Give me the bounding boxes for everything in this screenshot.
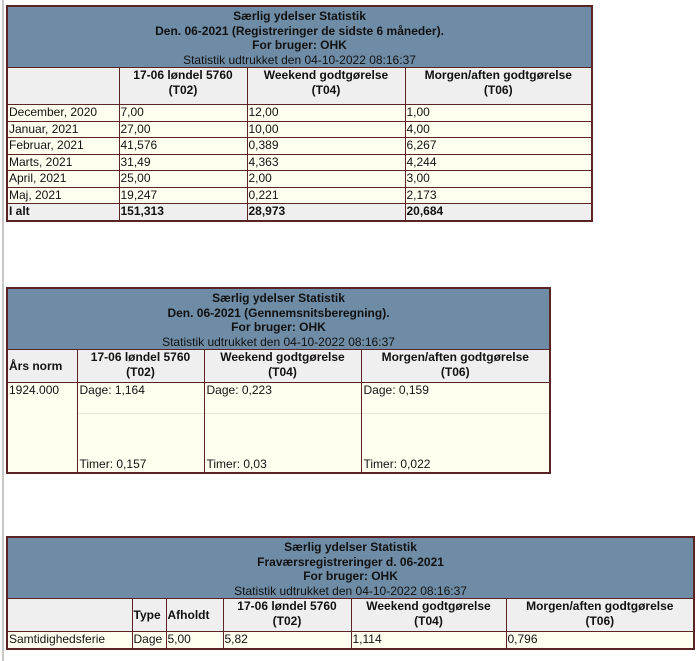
table-title: Særlig ydelser Statistik [233, 9, 366, 23]
table-row: April, 2021 25,00 2,00 3,00 [6, 170, 593, 188]
row-value: 19,247 [118, 186, 248, 204]
table-row: Februar, 2021 41,576 0,389 6,267 [6, 137, 593, 155]
row-label: Januar, 2021 [6, 120, 120, 138]
total-row: I alt 151,313 28,973 20,684 [6, 203, 593, 221]
row-label: April, 2021 [6, 170, 120, 188]
row-value: 27,00 [118, 120, 248, 138]
table-subtitle: Den. 06-2021 (Registreringer de sidste 6… [155, 23, 444, 38]
row-value: 1,00 [404, 104, 593, 122]
column-header-afholdt: Afholdt [165, 598, 224, 632]
table-row: Marts, 2021 31,49 4,363 4,244 [6, 153, 593, 171]
table-row: Maj, 2021 19,247 0,221 2,173 [6, 186, 593, 204]
table-row: 1924.000 Dage: 1,164 Timer: 0,157 Dage: 0… [6, 382, 551, 474]
average-cell-t04: Dage: 0,223 Timer: 0,03 [203, 382, 362, 474]
table-extracted: Statistik udtrukket den 04-10-2022 08:16… [183, 52, 416, 67]
row-value: 2,173 [404, 186, 593, 204]
table-row: Samtidighedsferie Dage 5,00 5,82 1,114 0… [6, 631, 695, 649]
column-header-t02: 17-06 løndel 5760 (T02) [118, 67, 248, 105]
row-value: 0,389 [246, 137, 406, 155]
monthly-statistics-table: Særlig ydelser Statistik Den. 06-2021 (R… [6, 5, 594, 222]
column-header-t04: Weekend godtgørelse (T04) [246, 67, 406, 105]
column-header-ars-norm: Års norm [6, 349, 78, 383]
table-title: Særlig ydelser Statistik [212, 291, 345, 305]
average-statistics-table: Særlig ydelser Statistik Den. 06-2021 (G… [6, 287, 552, 474]
row-value: 31,49 [118, 153, 248, 171]
table-subtitle: Den. 06-2021 (Gennemsnitsberegning). [167, 305, 390, 320]
row-label: Maj, 2021 [6, 186, 120, 204]
column-header-t06: Morgen/aften godtgørelse (T06) [360, 349, 551, 383]
row-value: 10,00 [246, 120, 406, 138]
column-header-t04: Weekend godtgørelse (T04) [203, 349, 362, 383]
column-header-t02: 17-06 løndel 5760 (T02) [222, 598, 352, 632]
row-label: Februar, 2021 [6, 137, 120, 155]
table-user: For bruger: OHK [303, 569, 398, 583]
row-value: 7,00 [118, 104, 248, 122]
page-left-border [2, 0, 4, 661]
row-value: 0,221 [246, 186, 406, 204]
table-title-block: Særlig ydelser Statistik Den. 06-2021 (G… [6, 287, 551, 350]
row-value: 25,00 [118, 170, 248, 188]
column-header-t06: Morgen/aften godtgørelse (T06) [404, 67, 593, 105]
table-title: Særlig ydelser Statistik [284, 540, 417, 554]
ars-norm-value: 1924.000 [6, 382, 78, 474]
row-value: 4,244 [404, 153, 593, 171]
table-row: December, 2020 7,00 12,00 1,00 [6, 104, 593, 122]
table-subtitle: Fraværsregistreringer d. 06-2021 [257, 554, 444, 569]
row-value: 12,00 [246, 104, 406, 122]
column-header-empty [6, 67, 120, 105]
absence-statistics-table: Særlig ydelser Statistik Fraværsregistre… [6, 536, 696, 650]
row-value: 4,00 [404, 120, 593, 138]
row-value: 6,267 [404, 137, 593, 155]
table-row: Januar, 2021 27,00 10,00 4,00 [6, 120, 593, 138]
column-header-type: Type [131, 598, 167, 632]
row-value: 2,00 [246, 170, 406, 188]
table-extracted: Statistik udtrukket den 04-10-2022 08:16… [234, 583, 467, 598]
row-label: December, 2020 [6, 104, 120, 122]
average-cell-t06: Dage: 0,159 Timer: 0,022 [360, 382, 551, 474]
column-header-t04: Weekend godtgørelse (T04) [350, 598, 507, 632]
table-user: For bruger: OHK [231, 320, 326, 334]
column-header-t02: 17-06 løndel 5760 (T02) [76, 349, 205, 383]
column-header-t06: Morgen/aften godtgørelse (T06) [505, 598, 695, 632]
row-value: 4,363 [246, 153, 406, 171]
row-label: Marts, 2021 [6, 153, 120, 171]
column-header-empty [6, 598, 133, 632]
row-value: 3,00 [404, 170, 593, 188]
row-value: 41,576 [118, 137, 248, 155]
table-extracted: Statistik udtrukket den 04-10-2022 08:16… [162, 334, 395, 349]
table-title-block: Særlig ydelser Statistik Fraværsregistre… [6, 536, 695, 599]
table-user: For bruger: OHK [252, 38, 347, 52]
average-cell-t02: Dage: 1,164 Timer: 0,157 [76, 382, 205, 474]
table-title-block: Særlig ydelser Statistik Den. 06-2021 (R… [6, 5, 593, 68]
